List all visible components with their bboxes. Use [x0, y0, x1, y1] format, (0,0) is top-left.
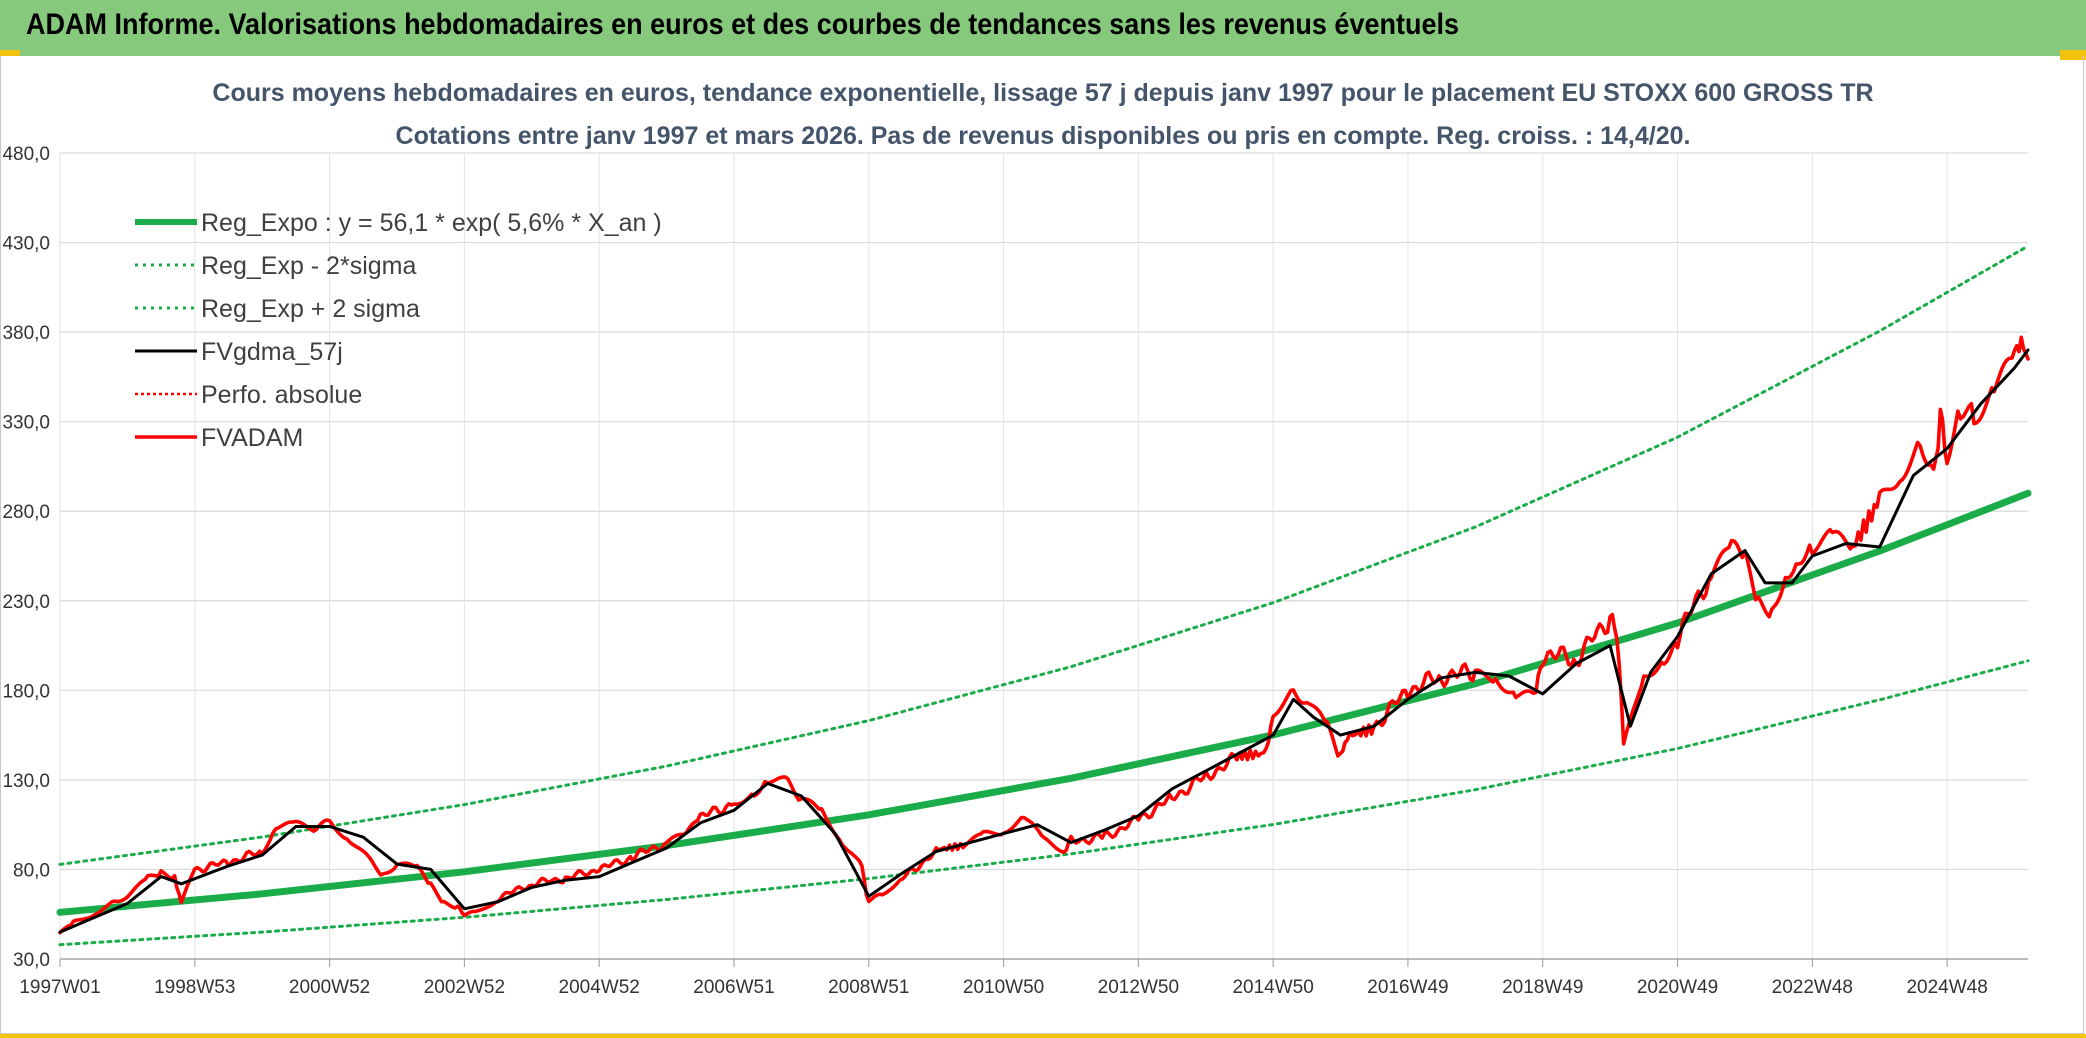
legend-label: Reg_Exp + 2 sigma [201, 295, 420, 323]
y-tick-label: 180,0 [2, 681, 50, 702]
legend-label: Reg_Expo : y = 56,1 * exp( 5,6% * X_an ) [201, 209, 662, 237]
x-tick-label: 2002W52 [424, 977, 505, 998]
banner-accent-right [2060, 50, 2086, 60]
legend-label: Reg_Exp - 2*sigma [201, 252, 416, 280]
x-tick-label: 2024W48 [1906, 977, 1987, 998]
x-tick-label: 2020W49 [1637, 977, 1718, 998]
x-tick-label: 2004W52 [559, 977, 640, 998]
legend-label: FVADAM [201, 424, 303, 452]
banner-accent-left [0, 50, 20, 56]
x-tick-label: 2000W52 [289, 977, 370, 998]
series-line-1 [58, 659, 2030, 947]
chart: Cours moyens hebdomadaires en euros, ten… [2, 79, 2032, 998]
series-line-2 [58, 244, 2030, 866]
x-tick-label: 1997W01 [19, 977, 100, 998]
x-tick-label: 2008W51 [828, 977, 909, 998]
y-tick-label: 80,0 [13, 860, 50, 881]
y-tick-label: 280,0 [2, 502, 50, 523]
x-tick-label: 2006W51 [693, 977, 774, 998]
series-line-0 [56, 489, 2032, 916]
bottom-accent [0, 1034, 2086, 1038]
banner [0, 0, 2086, 56]
y-tick-label: 330,0 [2, 413, 50, 434]
x-tick-label: 2014W50 [1232, 977, 1313, 998]
axes: 30,0 80,0 130,0 180,0 230,0 280,0 330,0 380,0 43… [2, 144, 2028, 998]
legend: Reg_Expo : y = 56,1 * exp( 5,6% * X_an )… [135, 209, 662, 452]
y-tick-label: 430,0 [2, 234, 50, 255]
banner-title: ADAM Informe. Valorisations hebdomadaire… [26, 8, 1459, 41]
x-tick-label: 2022W48 [1772, 977, 1853, 998]
y-tick-label: 480,0 [2, 144, 50, 165]
legend-label: FVgdma_57j [201, 338, 343, 366]
y-tick-label: 30,0 [13, 950, 50, 971]
y-tick-label: 230,0 [2, 592, 50, 613]
chart-title: Cours moyens hebdomadaires en euros, ten… [212, 79, 1873, 107]
chart-frame [0, 56, 2084, 1034]
series-line-5 [58, 335, 2030, 935]
series-line-3 [58, 348, 2030, 934]
x-tick-label: 2012W50 [1098, 977, 1179, 998]
x-tick-label: 2016W49 [1367, 977, 1448, 998]
y-tick-label: 380,0 [2, 323, 50, 344]
x-tick-label: 2010W50 [963, 977, 1044, 998]
legend-label: Perfo. absolue [201, 381, 362, 409]
series-layer [56, 244, 2032, 947]
chart-subtitle: Cotations entre janv 1997 et mars 2026. … [396, 122, 1691, 150]
x-tick-label: 2018W49 [1502, 977, 1583, 998]
x-tick-label: 1998W53 [154, 977, 235, 998]
y-tick-label: 130,0 [2, 771, 50, 792]
